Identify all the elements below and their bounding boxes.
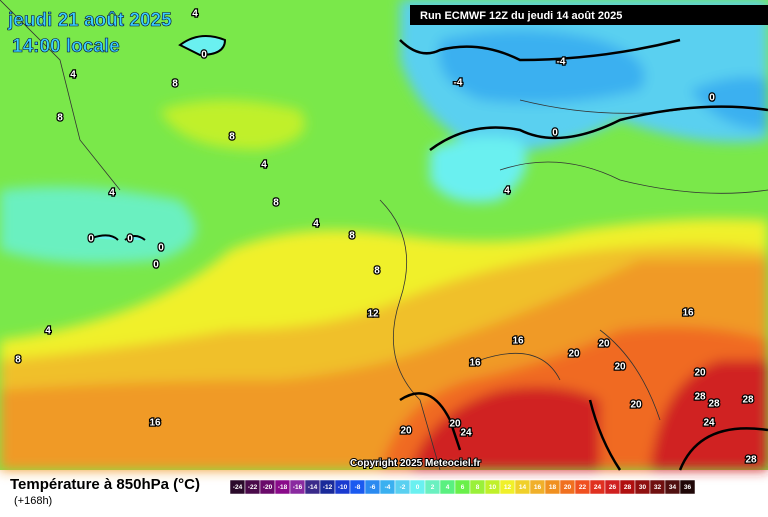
scale-label: 6 — [461, 484, 465, 491]
contour-label: 20 — [449, 419, 461, 430]
contour-label: 0 — [153, 260, 159, 271]
scale-label: 0 — [416, 484, 420, 491]
scale-swatch — [679, 479, 696, 495]
forecast-date: jeudi 21 août 2025 — [7, 10, 172, 31]
run-info: Run ECMWF 12Z du jeudi 14 août 2025 — [420, 10, 622, 22]
scale-label: 18 — [549, 484, 557, 491]
scale-label: 36 — [684, 484, 692, 491]
contour-label: 16 — [682, 308, 694, 319]
contour-label: -4 — [454, 78, 463, 89]
scale-label: 20 — [564, 484, 572, 491]
contour-label: 20 — [630, 400, 642, 411]
contour-label: 4 — [261, 160, 267, 171]
scale-label: -12 — [323, 484, 333, 491]
scale-label: -2 — [400, 484, 406, 491]
contour-label: 4 — [109, 188, 115, 199]
contour-label: 24 — [703, 418, 715, 429]
contour-label: 8 — [349, 231, 355, 242]
contour-label: -4 — [557, 57, 566, 68]
contour-label: 4 — [313, 219, 319, 230]
contour-label: 28 — [708, 399, 720, 410]
scale-label: -4 — [385, 484, 391, 491]
scale-label: 8 — [476, 484, 480, 491]
contour-label: 20 — [598, 339, 610, 350]
lead-time: (+168h) — [14, 495, 52, 507]
contour-label: 4 — [45, 326, 51, 337]
scale-label: -22 — [248, 484, 258, 491]
contour-label: 8 — [57, 113, 63, 124]
contour-label: 16 — [512, 336, 524, 347]
contour-label: 20 — [614, 362, 626, 373]
contour-label: 0 — [709, 93, 715, 104]
copyright: Copyright 2025 Meteociel.fr — [350, 458, 481, 469]
scale-label: -20 — [263, 484, 273, 491]
scale-label: 30 — [639, 484, 647, 491]
scale-label: 32 — [654, 484, 662, 491]
scale-label: -18 — [278, 484, 288, 491]
contour-label: 0 — [552, 128, 558, 139]
contour-label: 8 — [15, 355, 21, 366]
scale-label: 28 — [624, 484, 632, 491]
contour-label: 0 — [201, 50, 207, 61]
scale-label: -24 — [233, 484, 243, 491]
scale-label: 26 — [609, 484, 617, 491]
contour-label: 8 — [273, 198, 279, 209]
contour-label: 0 — [158, 243, 164, 254]
contour-label: 0 — [127, 234, 133, 245]
scale-label: 14 — [519, 484, 527, 491]
contour-label: 0 — [88, 234, 94, 245]
contour-label: 4 — [504, 186, 510, 197]
scale-label: -8 — [355, 484, 361, 491]
contour-label: 28 — [745, 455, 757, 466]
contour-label: 28 — [742, 395, 754, 406]
run-banner — [410, 5, 768, 25]
contour-label: 8 — [229, 132, 235, 143]
contour-label: 12 — [367, 309, 379, 320]
contour-label: 4 — [70, 70, 76, 81]
scale-label: 34 — [669, 484, 677, 491]
scale-label: 16 — [534, 484, 542, 491]
contour-label: 8 — [374, 266, 380, 277]
scale-label: 24 — [594, 484, 602, 491]
temperature-field — [0, 0, 768, 471]
contour-label: 8 — [172, 79, 178, 90]
scale-label: -14 — [308, 484, 318, 491]
scale-label: 2 — [431, 484, 435, 491]
contour-label: 20 — [568, 349, 580, 360]
forecast-time: 14:00 locale — [12, 36, 120, 57]
scale-label: 4 — [446, 484, 450, 491]
scale-label: 12 — [504, 484, 512, 491]
contour-label: 4 — [192, 9, 198, 20]
legend-title: Température à 850hPa (°C) — [10, 476, 200, 493]
scale-label: -16 — [293, 484, 303, 491]
scale-label: 10 — [489, 484, 497, 491]
contour-label: 16 — [469, 358, 481, 369]
contour-label: 28 — [694, 392, 706, 403]
contour-label: 24 — [460, 428, 472, 439]
scale-label: 22 — [579, 484, 587, 491]
scale-label: -10 — [338, 484, 348, 491]
contour-label: 20 — [400, 426, 412, 437]
scale-label: -6 — [370, 484, 376, 491]
contour-label: 20 — [694, 368, 706, 379]
contour-label: 16 — [149, 418, 161, 429]
